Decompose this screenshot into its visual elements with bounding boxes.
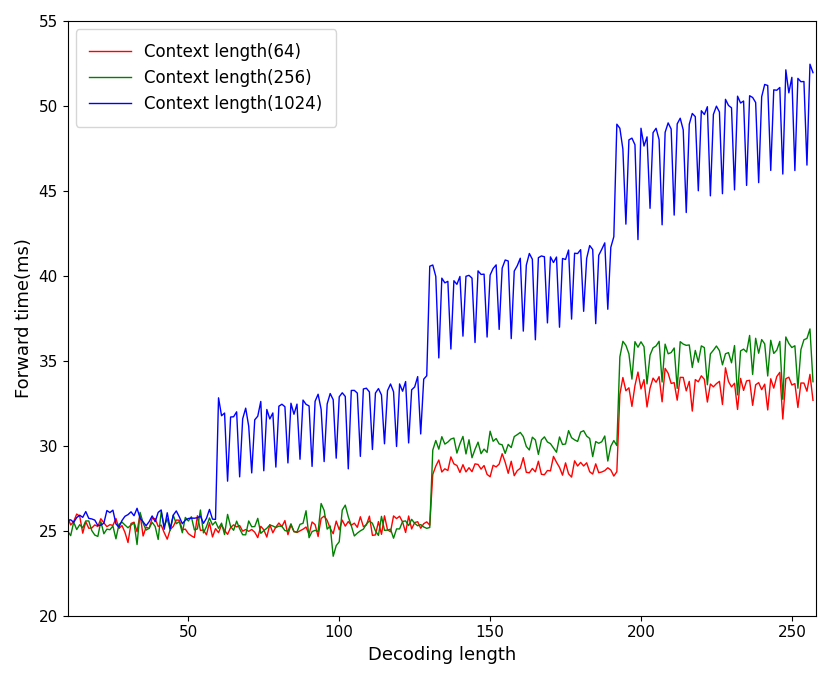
Legend: Context length(64), Context length(256), Context length(1024): Context length(64), Context length(256),… [76,29,336,127]
Context length(256) [684,341,694,349]
Context length(64) [389,512,399,520]
Context length(64) [787,381,797,389]
Context length(64) [684,378,694,386]
Context length(1024) [627,134,637,142]
Context length(1024) [784,89,794,97]
Context length(64) [808,397,818,405]
Context length(64) [715,378,725,386]
Context length(256) [62,527,72,535]
Context length(1024) [684,120,694,128]
Context length(64) [437,468,447,476]
Context length(64) [62,513,72,521]
Context length(256) [808,378,818,386]
Line: Context length(64): Context length(64) [67,368,813,543]
Context length(1024) [389,388,399,396]
Context length(1024) [160,525,170,533]
Context length(256) [389,534,399,543]
Line: Context length(256): Context length(256) [67,329,813,556]
Context length(64) [720,364,730,372]
Context length(64) [627,403,637,411]
Context length(1024) [62,517,72,525]
Context length(256) [627,375,637,383]
X-axis label: Decoding length: Decoding length [367,646,516,664]
Context length(64) [123,538,133,547]
Line: Context length(1024): Context length(1024) [67,65,813,529]
Context length(256) [784,340,794,348]
Context length(256) [437,433,447,441]
Context length(1024) [805,60,815,69]
Context length(1024) [808,69,818,77]
Context length(1024) [715,108,725,116]
Context length(1024) [437,274,447,282]
Y-axis label: Forward time(ms): Forward time(ms) [15,238,33,399]
Context length(256) [715,346,725,354]
Context length(256) [328,552,338,560]
Context length(256) [805,325,815,333]
